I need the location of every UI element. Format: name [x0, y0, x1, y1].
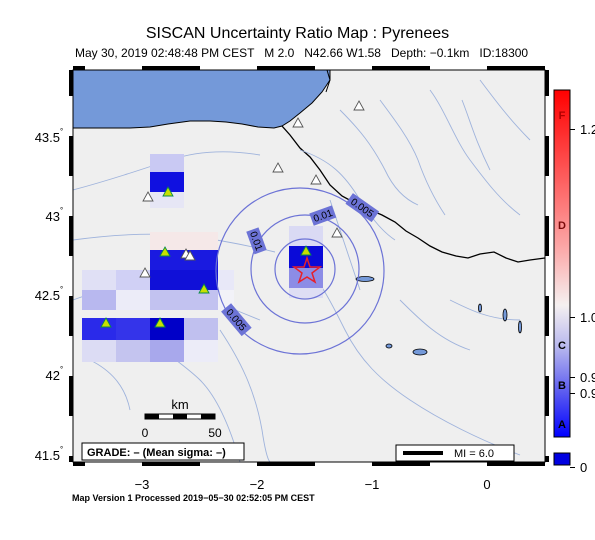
colorbar-value: 0 [580, 460, 587, 475]
uncertainty-cell [150, 290, 218, 310]
uncertainty-cell [150, 154, 184, 172]
triangle-icon [198, 283, 210, 294]
triangle-icon [292, 117, 304, 128]
grade-letter: F [559, 110, 566, 122]
degree-marks: ° ° ° ° ° [60, 127, 63, 454]
triangle-icon [184, 250, 196, 261]
bay-of-biscay [73, 70, 331, 129]
uncertainty-cell [289, 246, 323, 268]
scale-bar-left: 0 [142, 426, 149, 440]
uncertainty-cell [289, 226, 323, 246]
uncertainty-cell [116, 340, 150, 362]
longitude-labels: −3 −2 −1 0 [135, 477, 491, 492]
lon-label: −3 [135, 477, 150, 492]
uncertainty-cell [150, 172, 184, 192]
lat-label: 43 [46, 209, 60, 224]
event-depth: Depth: −0.1km [391, 46, 470, 60]
uncertainty-cell [82, 270, 116, 290]
svg-text:°: ° [60, 206, 63, 215]
triangle-icon [154, 317, 166, 328]
uncertainty-cell [150, 270, 218, 290]
svg-text:°: ° [60, 445, 63, 454]
triangle-icon [310, 174, 322, 185]
uncertainty-cell [150, 232, 218, 250]
grade-letter: B [558, 380, 566, 392]
colorbar: F D C B A 1.2 1.0 0.9 0.9 0 [553, 89, 595, 475]
uncertainty-cell [150, 340, 184, 362]
map-title: SISCAN Uncertainty Ratio Map : Pyrenees [145, 25, 450, 42]
lon-label: −1 [365, 477, 380, 492]
triangle-icon [100, 317, 112, 328]
grade-box: GRADE: – (Mean sigma: –) [81, 442, 245, 461]
uncertainty-cell [82, 318, 116, 340]
triangle-icon [331, 227, 343, 238]
map-frame [69, 66, 549, 466]
grade-letter: D [558, 220, 566, 232]
uncertainty-cell [116, 290, 150, 310]
scale-bar-title: km [171, 397, 188, 412]
contour-lines [215, 187, 385, 355]
event-date: May 30, 2019 02:48:48 PM CEST [75, 46, 255, 60]
lat-label: 41.5 [35, 448, 60, 463]
colorbar-min-swatch [553, 452, 571, 466]
triangle-icon [353, 100, 365, 111]
contour-outer [215, 187, 385, 355]
uncertainty-cell [150, 318, 184, 340]
triangle-icon [159, 246, 171, 257]
mi-box: MI = 6.0 [395, 444, 515, 462]
lakes [355, 276, 522, 356]
uncertainty-cell [82, 290, 116, 310]
border-line [281, 125, 545, 263]
triangle-icon [142, 191, 154, 202]
triangle-icon [139, 267, 151, 278]
colorbar-gradient [553, 89, 571, 438]
uncertainty-cell [218, 270, 234, 290]
star-icon [291, 255, 323, 284]
triangle-icon [162, 186, 174, 197]
svg-text:°: ° [60, 365, 63, 374]
lat-label: 43.5 [35, 130, 60, 145]
event-location: N42.66 W1.58 [304, 46, 381, 60]
svg-text:°: ° [60, 127, 63, 136]
latitude-labels: 43.5 43 42.5 42 41.5 [35, 130, 60, 463]
uncertainty-cell [150, 192, 184, 208]
colorbar-value: 1.0 [580, 310, 595, 325]
triangle-icon [300, 245, 312, 256]
lon-label: 0 [483, 477, 490, 492]
colorbar-value: 0.9 [580, 386, 595, 401]
event-magnitude: M 2.0 [264, 46, 295, 60]
uncertainty-cell [82, 340, 116, 362]
colorbar-ticks [570, 129, 575, 468]
grade-text: GRADE: – (Mean sigma: –) [87, 447, 226, 459]
colorbar-value: 1.2 [580, 122, 595, 137]
lon-label: −2 [250, 477, 265, 492]
coastline [325, 70, 331, 93]
uncertainty-cell [184, 318, 218, 340]
event-info: May 30, 2019 02:48:48 PM CEST M 2.0 N42.… [75, 46, 528, 60]
uncertainty-cell [289, 288, 323, 298]
grade-letter: A [558, 419, 566, 431]
processing-footer: Map Version 1 Processed 2019−05−30 02:52… [72, 493, 315, 503]
lat-label: 42 [46, 368, 60, 383]
contour-middle [250, 214, 360, 324]
stations [100, 100, 365, 328]
scale-bar: km 0 50 [142, 397, 222, 440]
mi-text: MI = 6.0 [454, 448, 494, 460]
triangle-icon [272, 162, 284, 173]
uncertainty-cell [184, 340, 218, 362]
contour-inner [274, 238, 336, 300]
event-id: ID:18300 [479, 46, 529, 60]
scale-bar-right: 50 [208, 426, 222, 440]
colorbar-value: 0.9 [580, 370, 595, 385]
svg-text:°: ° [60, 285, 63, 294]
grade-letter: C [558, 340, 566, 352]
uncertainty-cell [116, 318, 150, 340]
lat-label: 42.5 [35, 288, 60, 303]
